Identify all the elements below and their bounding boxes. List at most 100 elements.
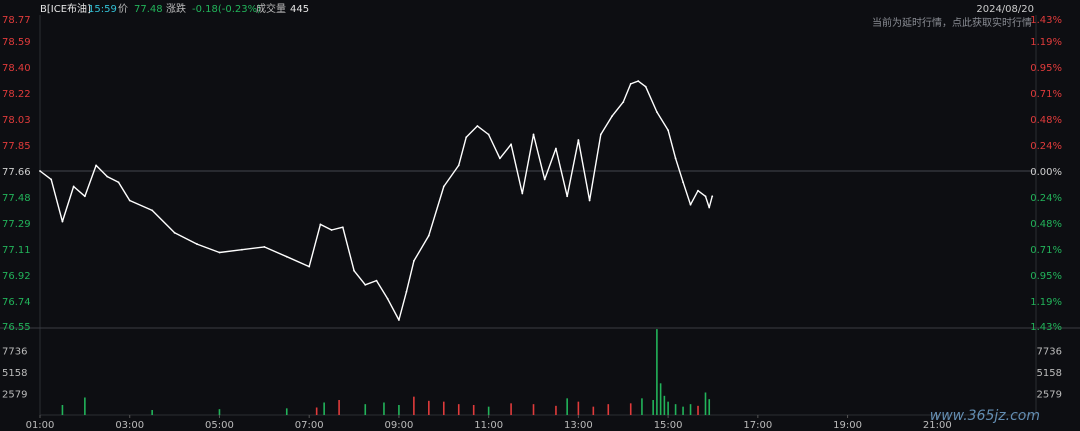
price-point: [629, 82, 632, 85]
volume-bar: [413, 396, 415, 415]
price-point: [72, 185, 75, 188]
volume-bar: [398, 404, 400, 415]
price-value: 77.48: [134, 4, 163, 15]
price-point: [442, 185, 445, 188]
volume-bar: [682, 406, 684, 415]
price-point: [611, 115, 613, 118]
volume-label: 成交量: [256, 2, 286, 15]
volume-bar: [566, 398, 568, 415]
volume-bar: [315, 407, 318, 415]
volume-bar: [555, 405, 557, 415]
price-point: [412, 260, 415, 262]
volume-bar: [218, 409, 221, 415]
price-point: [588, 199, 591, 202]
volume-bar: [577, 401, 580, 415]
price-tick-label: 76.92: [2, 271, 31, 282]
volume-bar: [607, 404, 610, 415]
price-series: [39, 80, 714, 321]
axis-ticks: 78.77 1.43% 78.59 1.19% 78.40 0.95% 78.22 0.71%…: [2, 15, 1062, 431]
price-point: [319, 223, 322, 226]
time-tick-label: 11:00: [474, 420, 503, 431]
percent-tick-label: 0.48%: [1030, 219, 1062, 230]
price-point: [353, 269, 355, 272]
volume-bar: [472, 404, 475, 415]
price-point: [95, 164, 97, 167]
price-point: [106, 175, 109, 178]
price-point: [708, 206, 711, 209]
price-tick-label: 78.77: [2, 15, 31, 26]
percent-tick-label: 0.48%: [1030, 115, 1062, 126]
volume-tick-label: 2579: [2, 389, 27, 400]
price-point: [83, 195, 86, 198]
price-point: [711, 195, 714, 198]
price-point: [128, 199, 131, 202]
volume-bar: [667, 401, 669, 415]
price-point: [173, 231, 176, 234]
delayed-quote-notice[interactable]: 当前为延时行情，点此获取实时行情: [872, 16, 1032, 29]
time-tick-label: 15:00: [654, 420, 683, 431]
price-point: [364, 283, 367, 286]
price-point: [386, 297, 389, 300]
volume-bar: [674, 404, 677, 415]
percent-tick-label: 1.43%: [1030, 322, 1062, 333]
volume-bar: [663, 395, 666, 415]
time-tick-label: 09:00: [385, 420, 414, 431]
price-point: [398, 319, 400, 321]
time-tick-label: 01:00: [26, 420, 55, 431]
time-tick-label: 05:00: [205, 420, 234, 431]
volume-tick-label: 7736: [1037, 346, 1062, 357]
price-point: [427, 234, 430, 237]
quote-time: 15:59: [88, 4, 117, 15]
price-point: [375, 279, 378, 282]
volume-bar: [592, 406, 595, 415]
price-tick-label: 77.48: [2, 193, 31, 204]
price-point: [498, 157, 501, 160]
price-point: [637, 80, 640, 82]
percent-tick-label: 1.43%: [1030, 15, 1062, 26]
price-point: [457, 164, 460, 167]
volume-bar: [641, 398, 643, 415]
price-tick-label: 77.11: [2, 245, 31, 256]
volume-bar: [656, 329, 658, 415]
volume-bar: [697, 405, 699, 415]
price-point: [622, 101, 625, 104]
time-tick-label: 21:00: [923, 420, 952, 431]
price-label: 价: [118, 3, 128, 15]
volume-bars: [61, 329, 711, 415]
price-point: [285, 255, 288, 258]
percent-tick-label: 0.24%: [1030, 193, 1062, 204]
price-point: [682, 181, 684, 184]
price-tick-label: 77.66: [2, 167, 31, 178]
volume-bar: [704, 392, 707, 415]
price-point: [218, 251, 221, 254]
volume-tick-label: 2579: [1037, 389, 1062, 400]
percent-tick-label: 0.95%: [1030, 63, 1062, 74]
price-point: [532, 133, 535, 136]
price-point: [341, 226, 344, 229]
volume-tick-label: 5158: [1037, 368, 1062, 379]
volume-bar: [338, 399, 340, 415]
percent-tick-label: 0.71%: [1030, 245, 1062, 256]
price-tick-label: 76.55: [2, 322, 31, 333]
volume-bar: [708, 399, 711, 415]
quote-header: B[ICE布油] 15:59 价 77.48 涨跌 -0.18(-0.23%) …: [40, 2, 1034, 29]
price-point: [405, 290, 408, 293]
price-point: [697, 189, 699, 192]
price-point: [487, 133, 490, 136]
price-point: [50, 178, 53, 181]
percent-tick-label: 0.71%: [1030, 89, 1062, 100]
price-point: [577, 139, 580, 141]
instrument-name: B[ICE布油]: [40, 2, 91, 15]
price-point: [566, 195, 569, 198]
volume-bar: [510, 403, 512, 415]
price-point: [308, 265, 311, 268]
price-point: [240, 248, 243, 251]
percent-tick-label: 1.19%: [1030, 37, 1062, 48]
price-tick-label: 77.29: [2, 219, 31, 230]
volume-bar: [61, 404, 64, 415]
price-point: [644, 85, 647, 88]
price-tick-label: 78.40: [2, 63, 31, 74]
time-tick-label: 19:00: [833, 420, 862, 431]
